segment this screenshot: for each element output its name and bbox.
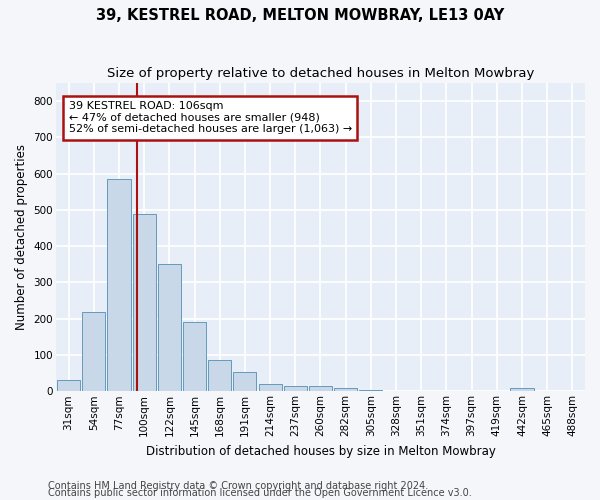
X-axis label: Distribution of detached houses by size in Melton Mowbray: Distribution of detached houses by size …: [146, 444, 496, 458]
Bar: [561, 390, 584, 392]
Bar: [359, 390, 382, 392]
Bar: [57, 380, 80, 392]
Title: Size of property relative to detached houses in Melton Mowbray: Size of property relative to detached ho…: [107, 68, 534, 80]
Text: Contains public sector information licensed under the Open Government Licence v3: Contains public sector information licen…: [48, 488, 472, 498]
Bar: [385, 390, 407, 392]
Bar: [334, 388, 357, 392]
Bar: [259, 384, 281, 392]
Bar: [485, 390, 508, 392]
Text: 39 KESTREL ROAD: 106sqm
← 47% of detached houses are smaller (948)
52% of semi-d: 39 KESTREL ROAD: 106sqm ← 47% of detache…: [68, 101, 352, 134]
Bar: [107, 179, 131, 392]
Bar: [158, 264, 181, 392]
Bar: [133, 214, 156, 392]
Text: Contains HM Land Registry data © Crown copyright and database right 2024.: Contains HM Land Registry data © Crown c…: [48, 481, 428, 491]
Bar: [284, 386, 307, 392]
Bar: [233, 372, 256, 392]
Bar: [410, 390, 433, 392]
Text: 39, KESTREL ROAD, MELTON MOWBRAY, LE13 0AY: 39, KESTREL ROAD, MELTON MOWBRAY, LE13 0…: [96, 8, 504, 22]
Bar: [511, 388, 533, 392]
Y-axis label: Number of detached properties: Number of detached properties: [15, 144, 28, 330]
Bar: [460, 390, 483, 392]
Bar: [435, 390, 458, 392]
Bar: [82, 312, 106, 392]
Bar: [536, 390, 559, 392]
Bar: [208, 360, 231, 392]
Bar: [309, 386, 332, 392]
Bar: [183, 322, 206, 392]
